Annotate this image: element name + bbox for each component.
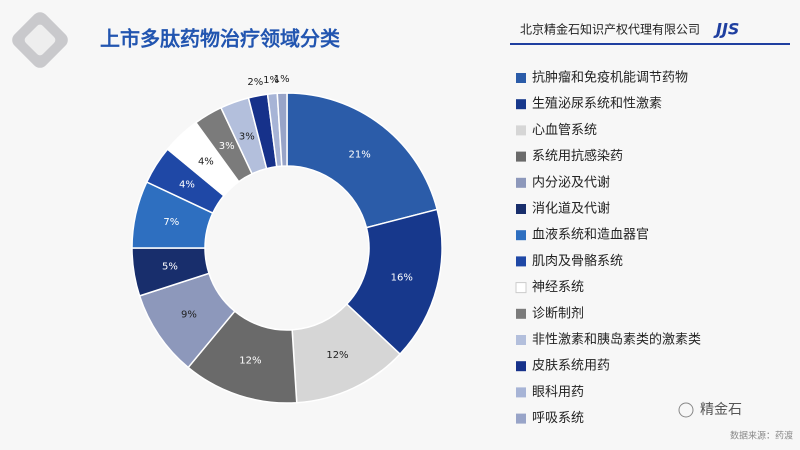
data-label: 1% — [263, 75, 279, 86]
legend-label: 肌肉及骨骼系统 — [532, 253, 623, 269]
legend-swatch — [516, 387, 526, 398]
legend-swatch — [516, 151, 526, 162]
legend-label: 消化道及代谢 — [532, 201, 610, 217]
legend-swatch — [516, 73, 526, 83]
legend-swatch — [516, 335, 526, 345]
data-label: 9% — [181, 310, 197, 321]
legend-label: 非性激素和胰岛素类的激素类 — [532, 332, 701, 348]
brand: 精金石 — [700, 402, 742, 418]
legend-swatch — [516, 99, 526, 110]
data-label: 2% — [247, 77, 263, 88]
data-label: 3% — [239, 132, 255, 143]
legend-label: 眼科用药 — [532, 385, 584, 400]
data-label: 16% — [391, 272, 413, 283]
chart-title: 上市多肽药物治疗领域分类 — [100, 27, 340, 51]
data-label: 5% — [162, 262, 178, 273]
donut-segment — [276, 92, 288, 167]
data-label: 4% — [198, 157, 214, 168]
wechat-icon — [678, 402, 694, 418]
data-label: 4% — [179, 180, 195, 191]
legend-swatch — [516, 256, 526, 267]
logo: JJS — [713, 20, 739, 39]
data-label: 12% — [326, 350, 348, 361]
legend-label: 呼吸系统 — [532, 411, 584, 426]
data-label: 21% — [349, 149, 371, 160]
legend-swatch — [516, 361, 526, 372]
data-label: 1% — [274, 74, 290, 85]
legend-swatch — [516, 177, 526, 188]
legend-label: 抗肿瘤和免疫机能调节药物 — [532, 70, 688, 86]
source: 数据来源：药渡 — [730, 430, 793, 442]
legend-label: 系统用抗感染药 — [532, 148, 623, 164]
legend-label: 内分泌及代谢 — [532, 174, 610, 190]
data-label: 12% — [239, 356, 261, 367]
legend-label: 皮肤系统用药 — [532, 359, 610, 374]
legend-label: 生殖泌尿系统和性激素 — [532, 96, 662, 112]
legend-swatch — [515, 282, 527, 294]
legend-label: 血液系统和造血器官 — [532, 227, 649, 243]
legend-swatch — [516, 204, 526, 214]
donut-chart: 21% 抗肿瘤和免疫机能调节药物 16% 生殖泌尿系统和性激素 12% 心血管系统 12% 系… — [131, 70, 701, 426]
legend-label: 神经系统 — [532, 280, 584, 295]
legend-swatch — [516, 413, 526, 424]
company: 北京精金石知识产权代理有限公司 — [520, 22, 700, 37]
legend-label: 诊断制剂 — [532, 306, 584, 321]
legend-swatch — [516, 230, 526, 241]
legend-label: 心血管系统 — [532, 123, 597, 138]
donut-segment — [345, 208, 443, 356]
corner-icon-inner — [24, 24, 56, 56]
data-label: 3% — [219, 141, 235, 152]
legend-swatch — [516, 125, 526, 136]
legend-swatch — [516, 308, 526, 319]
donut-segment — [286, 92, 439, 229]
data-label: 7% — [163, 217, 179, 228]
